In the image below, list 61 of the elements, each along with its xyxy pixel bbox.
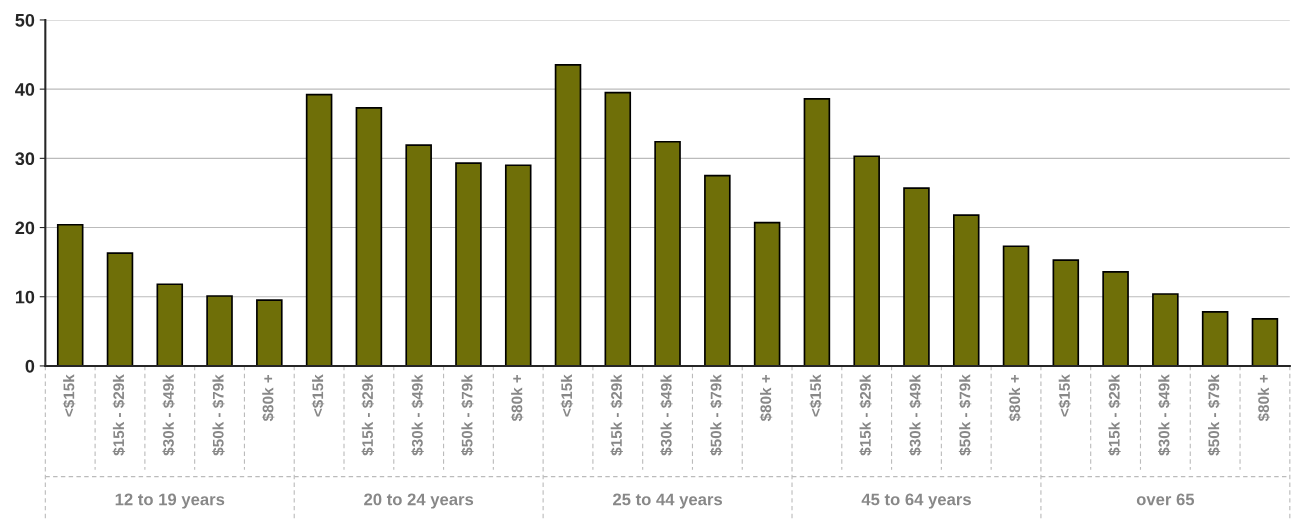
y-tick-label: 50: [15, 13, 35, 27]
bar: [355, 106, 383, 366]
bar: [554, 64, 582, 366]
text: 45 to 64 years: [861, 493, 971, 509]
bar: [206, 295, 233, 366]
x-tick-label: $50k - $79k: [1207, 374, 1221, 456]
text: 12 to 19 years: [115, 493, 225, 509]
x-tick-label: $15k - $29k: [1108, 374, 1121, 456]
bar: [1251, 318, 1279, 366]
x-tick-label: <$15k: [809, 374, 822, 417]
bar: [604, 91, 632, 366]
x-tick-label: $80k +: [510, 374, 524, 422]
bar: [1052, 259, 1080, 366]
x-tick-label: $15k - $29k: [112, 374, 126, 456]
bar: [106, 252, 134, 366]
x-tick-label: $80k +: [1008, 374, 1022, 422]
x-tick-label: $30k - $49k: [660, 374, 673, 456]
bar: [256, 299, 283, 366]
bar: [853, 155, 880, 366]
text: 20 to 24 years: [364, 493, 474, 509]
bar: [952, 214, 980, 366]
bar: [455, 162, 482, 366]
text: over 65: [1136, 493, 1195, 506]
bar: [1201, 311, 1229, 366]
bar: [1002, 245, 1030, 366]
x-tick-label: $50k - $79k: [709, 374, 723, 456]
x-tick-label: $50k - $79k: [212, 374, 225, 456]
bar: [654, 140, 681, 366]
bar: [753, 221, 781, 366]
bar: [305, 93, 333, 366]
x-tick-label: $50k - $79k: [958, 374, 972, 456]
x-tick-label: $30k - $49k: [411, 374, 424, 456]
text: 25 to 44 years: [613, 493, 723, 509]
x-tick-label: $15k - $29k: [610, 374, 623, 456]
x-tick-label: $30k - $49k: [1157, 374, 1171, 456]
bar: [704, 174, 731, 366]
x-tick-label: $80k +: [759, 374, 773, 422]
x-tick-label: $15k - $29k: [859, 374, 872, 456]
bar: [405, 144, 432, 366]
bar: [803, 97, 831, 366]
bar: [903, 187, 930, 366]
x-tick-label: <$15k: [62, 374, 76, 417]
x-tick-label: <$15k: [560, 374, 574, 417]
x-tick-label: $80k +: [261, 374, 275, 422]
x-tick-label: $30k - $49k: [909, 374, 922, 456]
bar: [1102, 270, 1129, 366]
y-tick-label: 10: [15, 290, 35, 304]
y-tick-label: 20: [15, 221, 35, 235]
x-tick-label: <$15k: [1058, 374, 1071, 417]
x-tick-label: $80k +: [1257, 374, 1271, 422]
bar: [56, 223, 84, 366]
y-tick-label: 30: [15, 152, 35, 166]
x-tick-label: $15k - $29k: [361, 374, 374, 456]
y-tick-label: 40: [15, 83, 35, 96]
y-tick-label: 0: [25, 359, 35, 373]
bar: [156, 283, 184, 366]
bar: [1152, 293, 1179, 366]
x-tick-label: <$15k: [311, 374, 325, 417]
bar: [504, 164, 532, 366]
x-tick-label: $50k - $79k: [461, 374, 474, 456]
x-tick-label: $30k - $49k: [162, 374, 175, 456]
